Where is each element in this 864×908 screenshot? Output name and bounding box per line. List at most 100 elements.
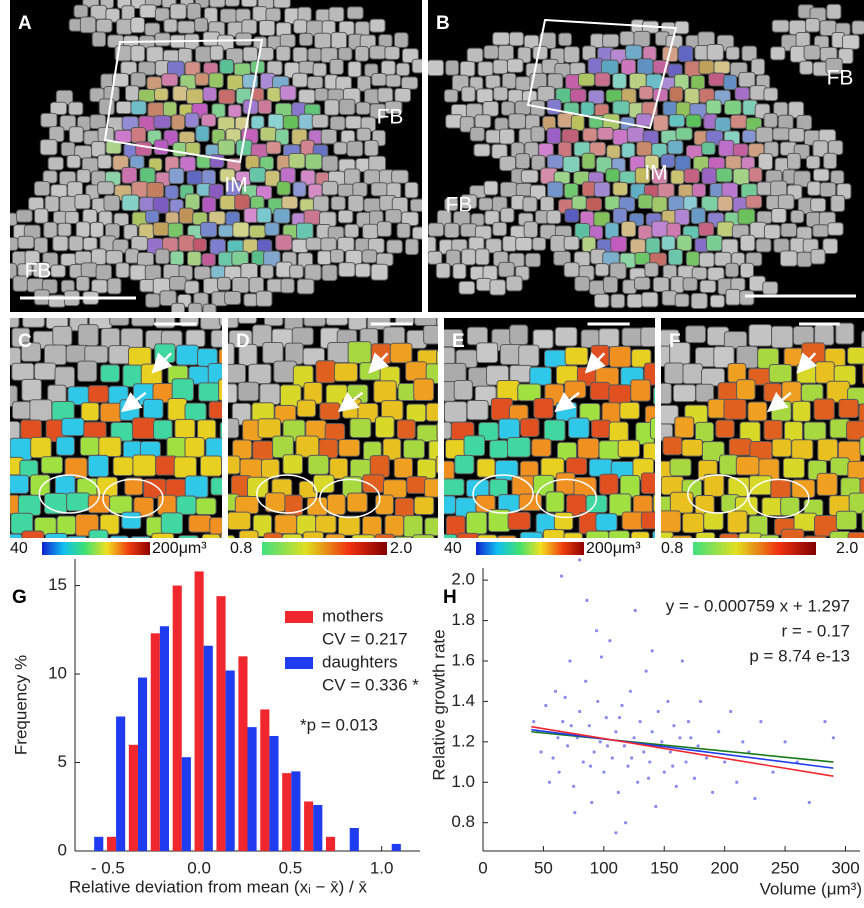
cell — [135, 141, 153, 157]
cell — [328, 6, 345, 23]
cell — [242, 46, 258, 62]
x-tick-label: 300 — [831, 858, 859, 877]
cell — [374, 533, 395, 538]
cell — [337, 209, 354, 224]
cell — [195, 497, 217, 516]
panel-label: E — [452, 331, 465, 352]
cell — [274, 514, 298, 535]
annotation: FB — [377, 106, 404, 129]
cell — [217, 139, 236, 156]
scatter-point — [587, 724, 591, 728]
colorbar-max: 2.0 — [390, 540, 412, 557]
cell — [807, 181, 821, 196]
cell — [61, 417, 85, 437]
cell — [814, 324, 835, 346]
cell — [364, 140, 379, 157]
cell — [674, 293, 690, 308]
cell — [201, 196, 217, 213]
cell — [107, 277, 122, 295]
cell — [780, 222, 797, 238]
bar — [325, 836, 336, 851]
cell — [812, 224, 829, 238]
cell — [691, 183, 707, 198]
scatter-point — [638, 720, 642, 724]
cell — [64, 210, 80, 225]
scatter-point — [622, 744, 626, 748]
bar — [238, 656, 248, 851]
cell — [369, 45, 387, 60]
cell — [779, 250, 798, 267]
cell — [130, 536, 151, 538]
cell — [645, 237, 661, 254]
cell — [19, 459, 39, 478]
scatter-point — [648, 760, 652, 764]
cell — [563, 235, 580, 251]
cell — [683, 195, 698, 211]
outline-ellipse — [687, 474, 749, 514]
cell — [208, 401, 222, 419]
cell — [523, 34, 540, 49]
cell — [233, 62, 251, 77]
cell — [459, 60, 476, 77]
cell — [302, 531, 324, 538]
scatter-point — [630, 756, 634, 760]
cell — [386, 239, 403, 254]
cell — [460, 223, 478, 238]
cell — [723, 100, 742, 115]
cell — [701, 167, 717, 185]
cell — [435, 262, 451, 279]
cell — [411, 226, 422, 240]
x-tick-label: - 0.5 — [91, 858, 125, 877]
cell — [276, 181, 291, 196]
cell — [791, 439, 814, 460]
cell — [741, 45, 758, 62]
cell — [520, 418, 540, 437]
cell — [391, 169, 409, 184]
cell — [132, 417, 157, 440]
cell — [91, 248, 107, 265]
cell — [771, 325, 794, 349]
cell — [234, 496, 259, 515]
cell — [154, 87, 169, 101]
cell — [715, 419, 735, 438]
cell — [313, 474, 335, 494]
cell — [210, 477, 222, 496]
scatter-point — [650, 649, 654, 653]
cell — [747, 401, 768, 422]
bar — [94, 836, 104, 851]
arrow — [151, 352, 173, 374]
cell — [385, 74, 402, 88]
cell — [297, 6, 312, 22]
cell — [719, 454, 739, 476]
cell — [325, 533, 346, 538]
annotation: p = 8.74 e-13 — [749, 646, 850, 665]
scatter-point — [551, 756, 555, 760]
cell — [530, 126, 545, 143]
scatter-point — [632, 736, 636, 740]
scatter-point — [599, 655, 604, 659]
cell — [508, 31, 524, 47]
cell — [540, 196, 555, 213]
cell — [362, 474, 385, 493]
cell — [184, 280, 200, 295]
cell — [670, 276, 685, 294]
cell — [474, 114, 492, 129]
cell — [219, 59, 234, 74]
arrow — [554, 391, 580, 413]
cell — [661, 290, 678, 306]
scatter-point — [592, 750, 596, 754]
cell — [241, 19, 258, 35]
cell — [803, 421, 827, 441]
cell — [496, 379, 520, 402]
cell — [571, 195, 587, 210]
cell — [228, 534, 236, 538]
cell — [748, 167, 763, 183]
cell — [763, 87, 779, 102]
cell — [307, 47, 322, 62]
cell — [173, 456, 197, 479]
cell — [396, 419, 416, 440]
cell — [599, 473, 619, 495]
cell — [99, 402, 123, 423]
cell — [719, 533, 739, 538]
image-panel: B — [428, 0, 864, 312]
